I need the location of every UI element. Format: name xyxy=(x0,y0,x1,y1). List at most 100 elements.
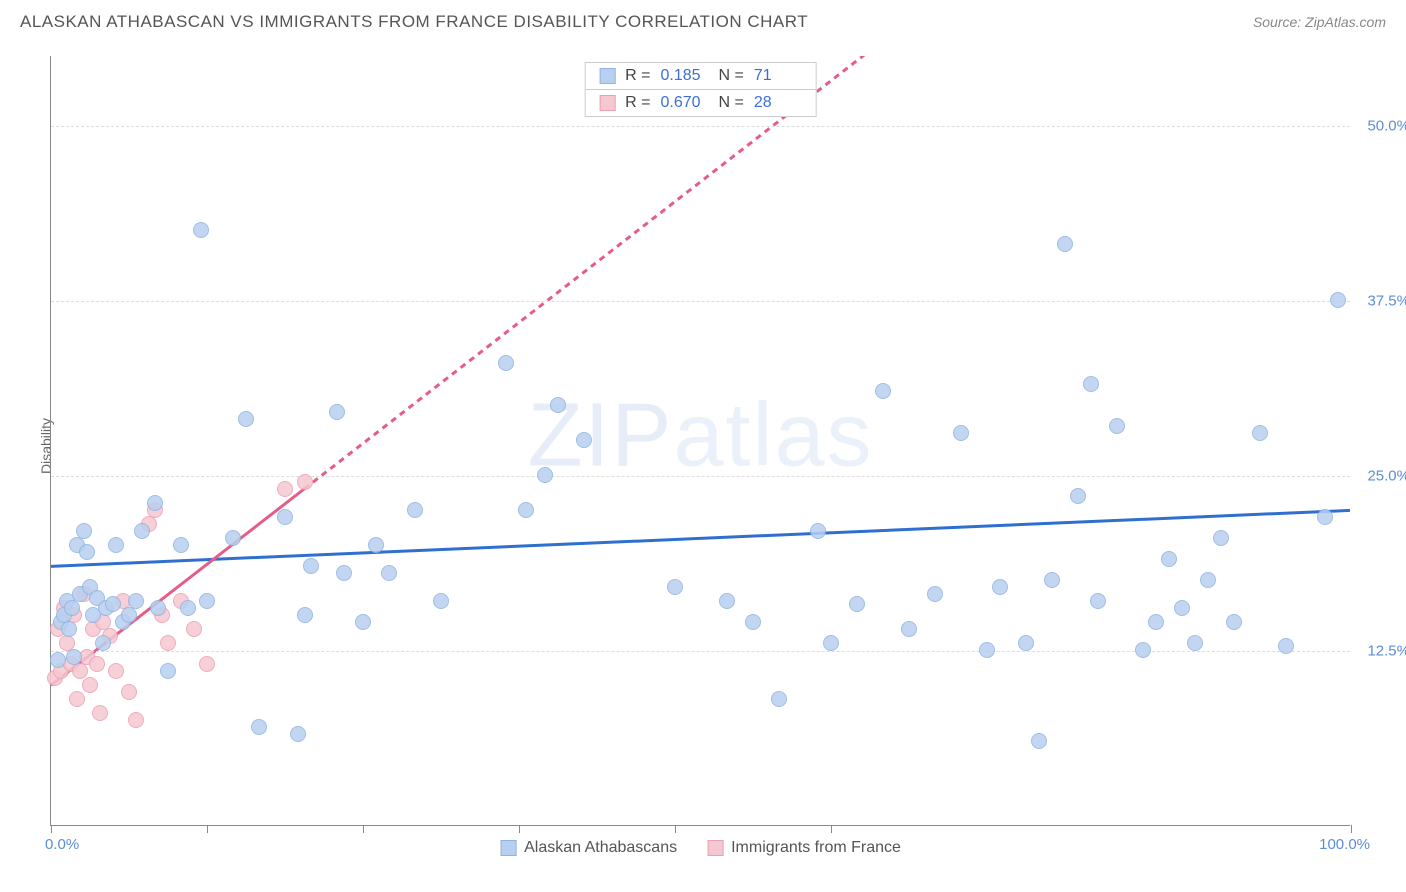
correlation-stats-box: R = 0.185 N = 71 R = 0.670 N = 28 xyxy=(584,62,817,117)
data-point xyxy=(180,600,196,616)
data-point xyxy=(108,663,124,679)
data-point xyxy=(297,607,313,623)
stats-row-series1: R = 0.185 N = 71 xyxy=(585,63,816,89)
data-point xyxy=(576,432,592,448)
data-point xyxy=(238,411,254,427)
data-point xyxy=(901,621,917,637)
data-point xyxy=(518,502,534,518)
data-point xyxy=(173,537,189,553)
legend-label-1: Alaskan Athabascans xyxy=(524,839,677,857)
data-point xyxy=(199,593,215,609)
x-tick-label-min: 0.0% xyxy=(45,836,79,853)
r-value-2: 0.670 xyxy=(661,94,709,112)
data-point xyxy=(381,565,397,581)
data-point xyxy=(407,502,423,518)
data-point xyxy=(336,565,352,581)
data-point xyxy=(745,614,761,630)
data-point xyxy=(719,593,735,609)
legend-swatch-1 xyxy=(500,840,516,856)
data-point xyxy=(225,530,241,546)
swatch-series2 xyxy=(599,95,615,111)
data-point xyxy=(1174,600,1190,616)
data-point xyxy=(927,586,943,602)
r-label: R = xyxy=(625,94,650,112)
trend-lines-svg xyxy=(51,56,1350,825)
data-point xyxy=(128,593,144,609)
data-point xyxy=(1317,509,1333,525)
data-point xyxy=(72,663,88,679)
bottom-legend: Alaskan Athabascans Immigrants from Fran… xyxy=(500,839,901,857)
n-label: N = xyxy=(719,67,744,85)
data-point xyxy=(297,474,313,490)
data-point xyxy=(1090,593,1106,609)
data-point xyxy=(1018,635,1034,651)
n-value-2: 28 xyxy=(754,94,802,112)
data-point xyxy=(1278,638,1294,654)
data-point xyxy=(251,719,267,735)
data-point xyxy=(823,635,839,651)
data-point xyxy=(76,523,92,539)
data-point xyxy=(1057,236,1073,252)
data-point xyxy=(121,684,137,700)
r-value-1: 0.185 xyxy=(661,67,709,85)
data-point xyxy=(64,600,80,616)
data-point xyxy=(953,425,969,441)
data-point xyxy=(1200,572,1216,588)
gridline xyxy=(51,301,1350,302)
x-tick xyxy=(51,825,52,833)
data-point xyxy=(355,614,371,630)
chart-title: ALASKAN ATHABASCAN VS IMMIGRANTS FROM FR… xyxy=(20,12,808,32)
gridline xyxy=(51,126,1350,127)
data-point xyxy=(1213,530,1229,546)
x-tick xyxy=(675,825,676,833)
gridline xyxy=(51,476,1350,477)
data-point xyxy=(1148,614,1164,630)
data-point xyxy=(1135,642,1151,658)
data-point xyxy=(193,222,209,238)
data-point xyxy=(82,677,98,693)
data-point xyxy=(1044,572,1060,588)
data-point xyxy=(290,726,306,742)
data-point xyxy=(1031,733,1047,749)
x-tick xyxy=(519,825,520,833)
legend-label-2: Immigrants from France xyxy=(731,839,901,857)
x-tick-label-max: 100.0% xyxy=(1319,836,1370,853)
data-point xyxy=(92,705,108,721)
data-point xyxy=(979,642,995,658)
stats-row-series2: R = 0.670 N = 28 xyxy=(585,89,816,116)
data-point xyxy=(498,355,514,371)
y-tick-label: 25.0% xyxy=(1367,468,1406,485)
data-point xyxy=(61,621,77,637)
data-point xyxy=(121,607,137,623)
data-point xyxy=(875,383,891,399)
data-point xyxy=(849,596,865,612)
data-point xyxy=(1161,551,1177,567)
data-point xyxy=(277,509,293,525)
data-point xyxy=(771,691,787,707)
data-point xyxy=(329,404,345,420)
data-point xyxy=(186,621,202,637)
data-point xyxy=(1070,488,1086,504)
data-point xyxy=(992,579,1008,595)
source-attribution: Source: ZipAtlas.com xyxy=(1253,14,1386,30)
data-point xyxy=(89,656,105,672)
data-point xyxy=(160,635,176,651)
data-point xyxy=(1330,292,1346,308)
x-tick xyxy=(1351,825,1352,833)
y-tick-label: 50.0% xyxy=(1367,118,1406,135)
data-point xyxy=(1109,418,1125,434)
legend-item-series1: Alaskan Athabascans xyxy=(500,839,677,857)
data-point xyxy=(303,558,319,574)
y-tick-label: 37.5% xyxy=(1367,293,1406,310)
data-point xyxy=(108,537,124,553)
data-point xyxy=(810,523,826,539)
data-point xyxy=(134,523,150,539)
data-point xyxy=(160,663,176,679)
data-point xyxy=(128,712,144,728)
scatter-chart: ZIPatlas R = 0.185 N = 71 R = 0.670 N = … xyxy=(50,56,1350,826)
data-point xyxy=(79,544,95,560)
data-point xyxy=(277,481,293,497)
data-point xyxy=(66,649,82,665)
data-point xyxy=(69,691,85,707)
n-label: N = xyxy=(719,94,744,112)
